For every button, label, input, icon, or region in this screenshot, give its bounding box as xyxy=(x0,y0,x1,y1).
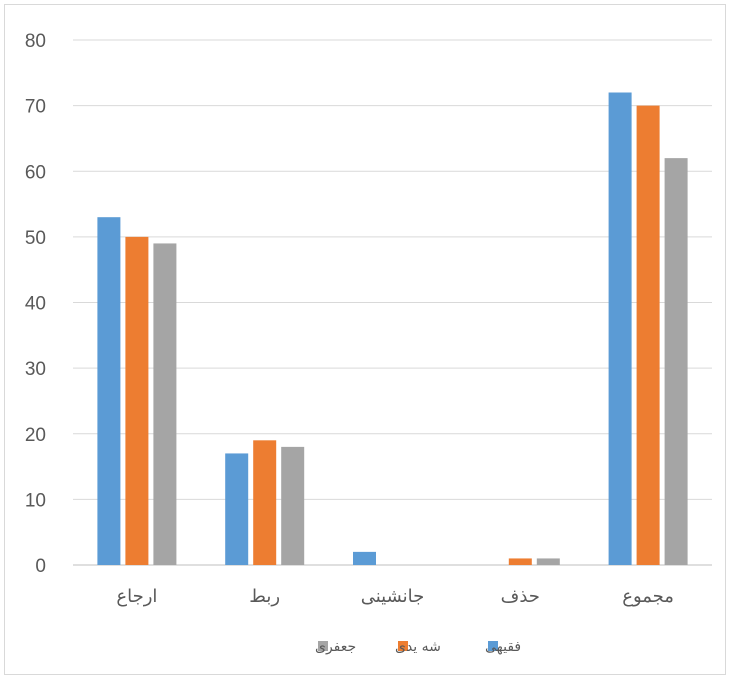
x-category-label: مجموع xyxy=(622,586,674,607)
bar xyxy=(125,236,149,565)
legend-swatch xyxy=(488,641,498,651)
bar xyxy=(508,558,532,565)
gridlines xyxy=(73,39,712,566)
legend-label: شه یدی xyxy=(395,639,441,655)
bar xyxy=(281,446,305,565)
legend-swatch xyxy=(318,641,328,651)
y-tick-label: 70 xyxy=(25,97,46,118)
bar xyxy=(153,243,177,565)
y-tick-label: 20 xyxy=(25,425,46,446)
bars xyxy=(97,92,688,565)
y-axis-tick-labels: 0 10 20 30 40 50 60 70 80 xyxy=(25,31,46,577)
y-tick-label: 30 xyxy=(25,359,46,380)
x-category-label: جانشینی xyxy=(361,586,425,607)
bar xyxy=(97,217,121,565)
bar xyxy=(664,158,688,565)
bar xyxy=(225,453,249,565)
y-tick-label: 10 xyxy=(25,490,46,511)
bar xyxy=(636,105,660,565)
y-tick-label: 0 xyxy=(35,556,46,577)
x-axis-category-labels: ارجاع ربط جانشینی حذف مجموع xyxy=(116,586,674,607)
y-tick-label: 40 xyxy=(25,294,46,315)
legend-label: جعفری xyxy=(315,639,356,655)
x-category-label: ارجاع xyxy=(116,586,157,607)
legend: فقیهی شه یدی جعفری xyxy=(315,639,521,655)
x-category-label: حذف xyxy=(501,586,540,607)
x-category-label: ربط xyxy=(249,586,280,607)
y-tick-label: 60 xyxy=(25,162,46,183)
y-tick-label: 50 xyxy=(25,228,46,249)
legend-swatch xyxy=(398,641,408,651)
bar xyxy=(253,440,277,565)
bar xyxy=(536,558,560,565)
legend-label: فقیهی xyxy=(485,639,521,655)
bar xyxy=(608,92,632,565)
y-tick-label: 80 xyxy=(25,31,46,52)
bar xyxy=(353,551,376,565)
